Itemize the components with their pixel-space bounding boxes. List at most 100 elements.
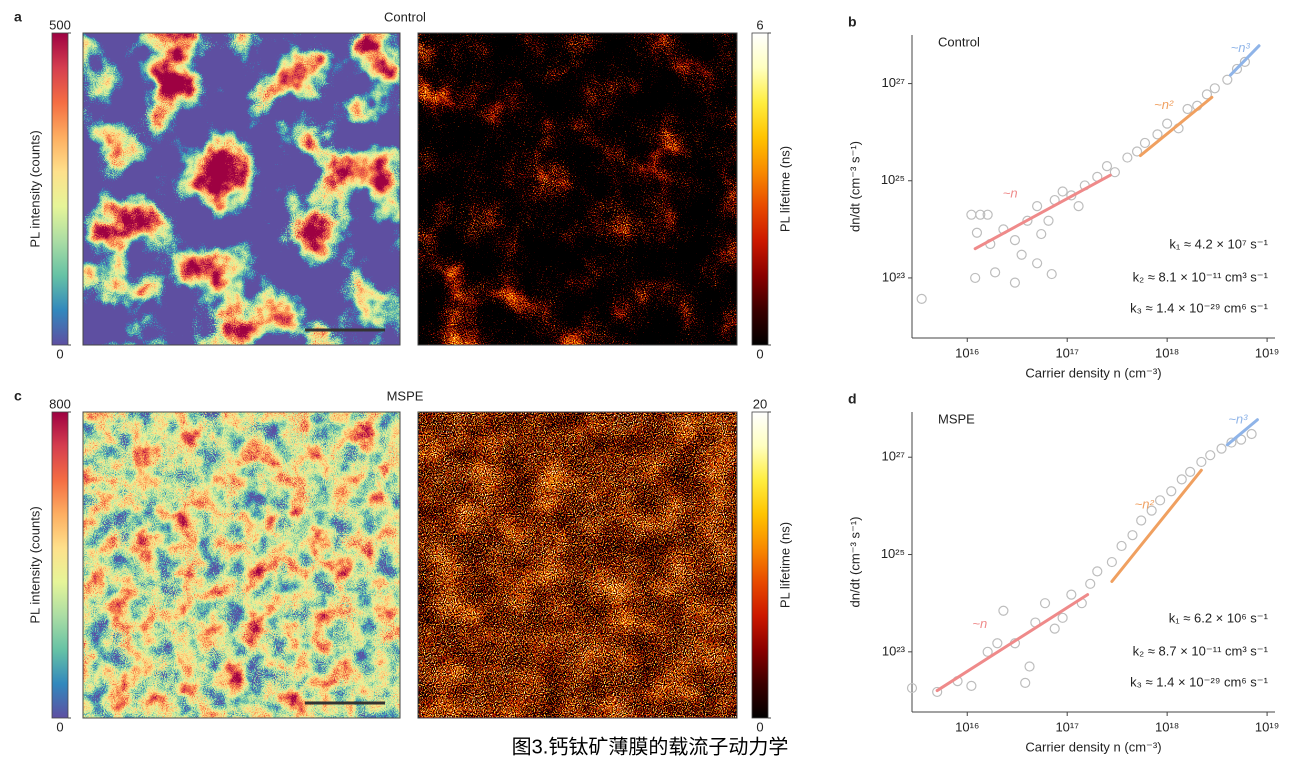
data-point [998,605,1009,616]
data-point [1020,677,1031,688]
data-point [1032,258,1043,269]
fit-label: ~n³ [1228,412,1248,427]
data-point [1152,129,1163,140]
map-image [83,412,400,718]
data-point [1201,89,1213,100]
panel-title: Control [384,9,426,24]
panel-label: b [848,14,857,30]
colorbar-tick-label: 0 [756,346,763,361]
data-point [1216,443,1227,454]
fit-line [1138,95,1214,158]
y-axis-label: dn/dt (cm⁻³ s⁻¹) [847,141,862,232]
x-tick-label: 10¹⁸ [1155,719,1179,734]
data-point [1231,63,1243,75]
data-point [1009,277,1021,288]
y-tick-label: 10²⁷ [882,449,906,464]
rate-constant: k₂ ≈ 8.7 × 10⁻¹¹ cm³ s⁻¹ [1133,643,1269,658]
data-point [1209,83,1220,94]
plot-title: MSPE [938,411,975,426]
y-tick-label: 10²⁷ [882,75,906,90]
data-point [1127,530,1138,541]
x-tick-label: 10¹⁹ [1255,719,1279,734]
panel-label: d [848,391,857,407]
data-point [1022,215,1033,226]
data-point [1016,249,1027,260]
data-point [982,209,993,220]
data-point [1239,56,1251,67]
rate-constant: k₂ ≈ 8.1 × 10⁻¹¹ cm³ s⁻¹ [1133,269,1269,284]
fit-label: ~n² [1135,496,1155,511]
colorbar-tick-label: 6 [756,17,763,32]
data-point [1073,201,1084,212]
data-point [1154,495,1166,506]
fit-line [1110,468,1203,583]
x-tick-label: 10¹⁸ [1155,345,1179,360]
map-frame [417,32,738,346]
data-point [966,209,977,220]
fit-line [1228,44,1261,77]
y-tick-label: 10²³ [882,643,906,658]
x-tick-label: 10¹⁹ [1255,345,1279,360]
colorbar-tick-label: 0 [56,346,63,361]
x-tick-label: 10¹⁶ [955,719,979,734]
data-point [1205,450,1216,461]
fit-label: ~n² [1154,97,1174,112]
data-point [1046,268,1057,280]
data-point [1116,540,1127,552]
y-tick-label: 10²⁵ [881,546,905,561]
data-point [1136,515,1147,526]
colorbar-label: PL intensity (counts) [27,130,42,247]
data-point [1139,137,1151,149]
fit-label: ~n³ [1231,40,1251,55]
plot-title: Control [938,34,980,49]
fit-line [935,593,1090,693]
x-tick-label: 10¹⁷ [1055,345,1079,360]
data-point [1185,466,1196,477]
x-axis-label: Carrier density n (cm⁻³) [1025,739,1161,754]
rate-constant: k₃ ≈ 1.4 × 10⁻²⁹ cm⁶ s⁻¹ [1130,300,1269,315]
colorbar [751,411,769,719]
colorbar-label: PL intensity (counts) [27,506,42,623]
data-point [1057,186,1068,197]
data-point [1162,118,1173,129]
rate-constant: k₁ ≈ 6.2 × 10⁶ s⁻¹ [1169,610,1269,625]
colorbar-tick-label: 20 [753,396,767,411]
data-point [992,638,1003,649]
data-point [1166,486,1177,497]
y-tick-label: 10²⁵ [881,172,905,187]
data-point [1106,556,1117,568]
panel-label: c [14,388,22,404]
data-point [1226,437,1237,448]
colorbar-tick-label: 0 [756,719,763,734]
colorbar-label: PL lifetime (ns) [777,522,792,608]
rate-constant: k₃ ≈ 1.4 × 10⁻²⁹ cm⁶ s⁻¹ [1130,674,1269,689]
colorbar [751,32,769,346]
fit-line [973,173,1112,251]
data-point [975,209,986,220]
data-point [1176,474,1187,485]
data-point [1066,589,1077,600]
x-tick-label: 10¹⁷ [1055,719,1079,734]
rate-constant: k₁ ≈ 4.2 × 10⁷ s⁻¹ [1169,236,1268,251]
map-frame [82,32,401,346]
map-image [418,33,737,345]
colorbar-tick-label: 0 [56,719,63,734]
data-point [1043,215,1054,226]
y-tick-label: 10²³ [882,269,906,284]
data-point [1024,661,1035,672]
data-point [1182,103,1193,115]
y-axis-label: dn/dt (cm⁻³ s⁻¹) [847,516,862,607]
colorbar-tick-label: 500 [49,17,71,32]
x-axis-label: Carrier density n (cm⁻³) [1025,365,1161,380]
caption: 图3.钙钛矿薄膜的载流子动力学 [512,735,789,758]
data-point [906,682,918,694]
fit-line [1225,418,1259,447]
panel-title: MSPE [387,388,424,403]
colorbar-tick-label: 800 [49,396,71,411]
data-point [1146,505,1157,516]
map-frame [82,411,401,719]
data-point [966,680,977,691]
x-tick-label: 10¹⁶ [955,345,979,360]
data-point [982,646,993,657]
